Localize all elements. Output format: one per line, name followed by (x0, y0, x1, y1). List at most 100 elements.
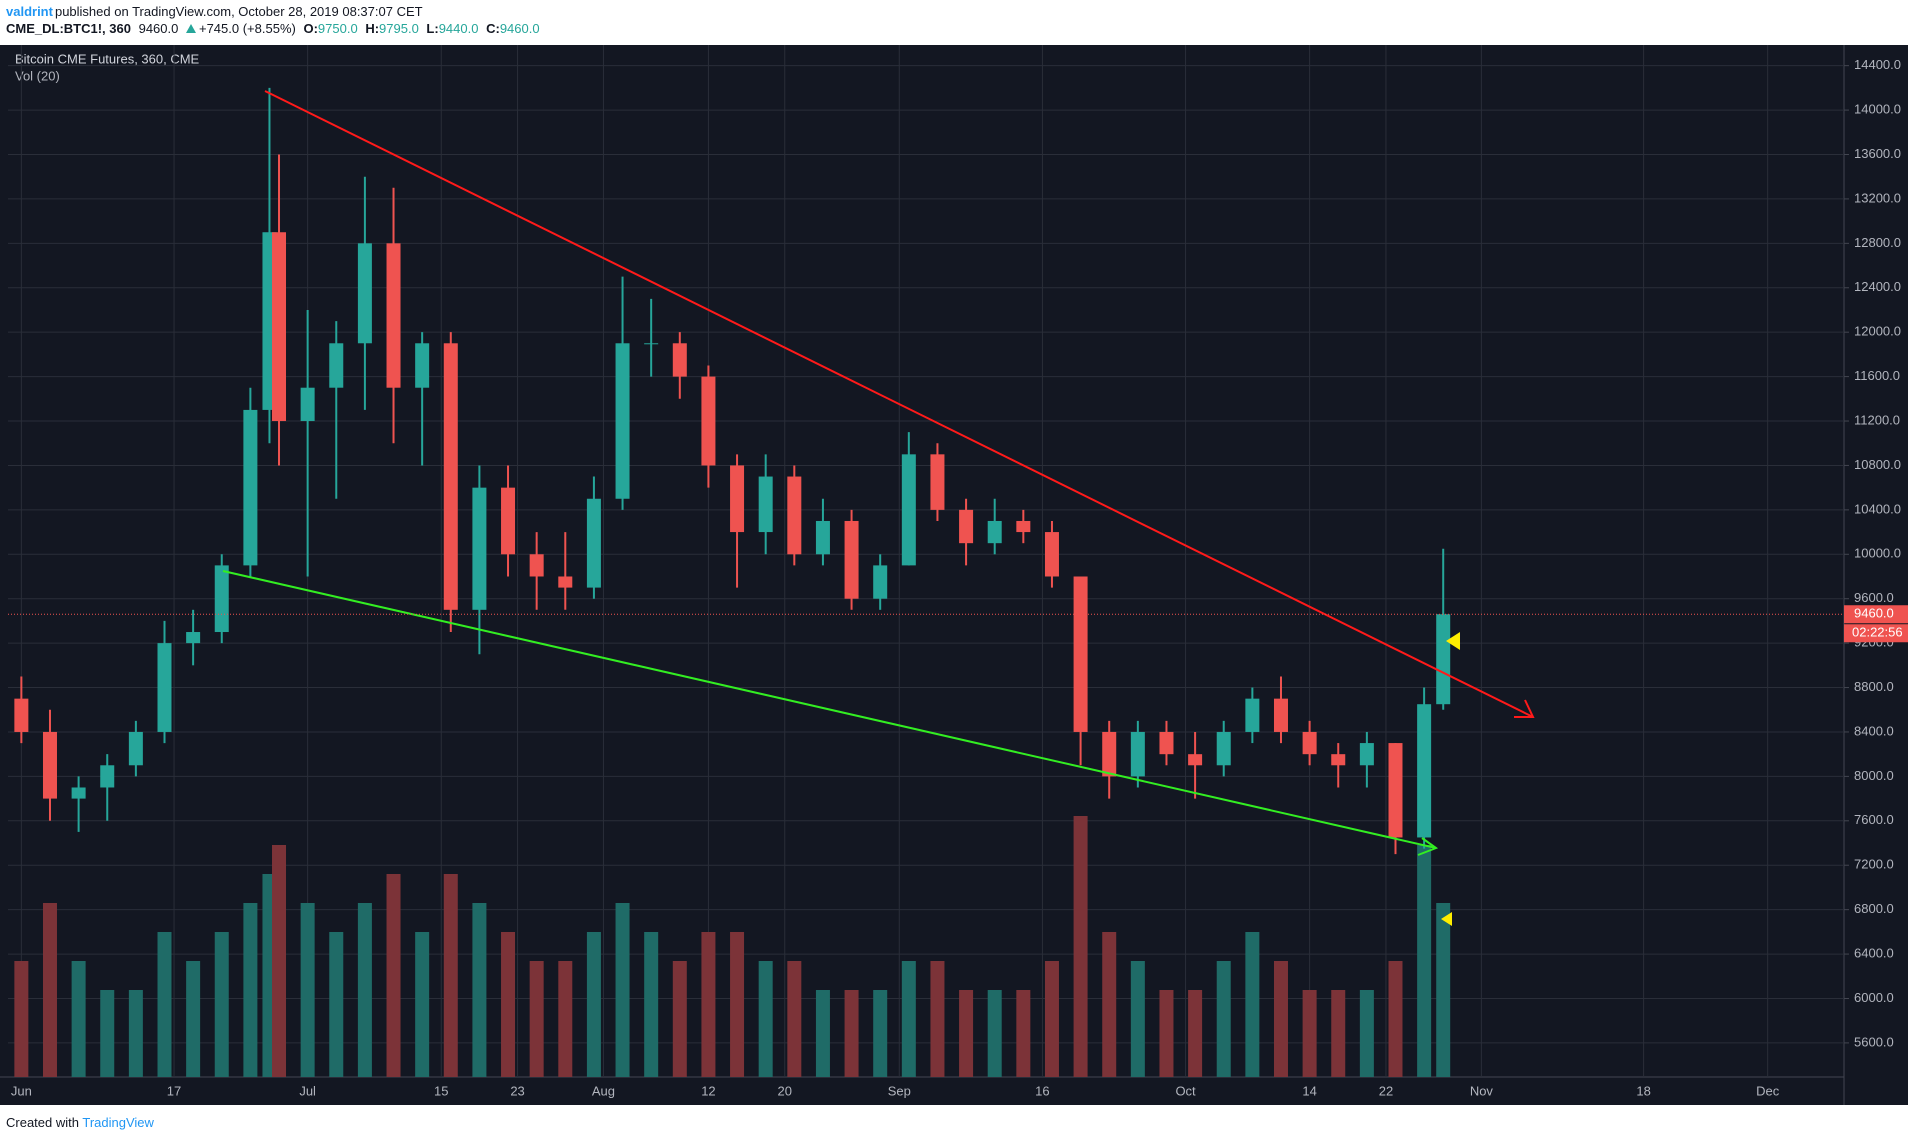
y-tick-label: 7200.0 (1854, 857, 1894, 872)
candle-body (959, 509, 974, 544)
candle-body (42, 731, 57, 799)
volume-bar (386, 874, 401, 1077)
y-tick-label: 6400.0 (1854, 946, 1894, 961)
x-tick-label: Nov (1470, 1083, 1494, 1098)
volume-bar (186, 961, 201, 1077)
y-tick-label: 13600.0 (1854, 146, 1901, 161)
volume-bar (357, 903, 372, 1077)
y-tick-label: 6800.0 (1854, 901, 1894, 916)
publish-line: valdrint published on TradingView.com, Oc… (6, 4, 427, 19)
volume-bar (300, 903, 315, 1077)
y-tick-label: 10000.0 (1854, 546, 1901, 561)
candle-body (586, 498, 601, 588)
volume-bar (701, 932, 716, 1077)
volume-bar (472, 903, 487, 1077)
y-tick-label: 11200.0 (1854, 412, 1900, 427)
volume-bar (1273, 961, 1288, 1077)
y-tick-label: 5600.0 (1854, 1034, 1894, 1049)
volume-bar (243, 903, 258, 1077)
candle-body (844, 520, 859, 599)
candle-body (930, 454, 945, 510)
candle-body (1331, 754, 1346, 766)
y-tick-label: 8000.0 (1854, 768, 1894, 783)
candle-body (1417, 704, 1432, 838)
brand[interactable]: TradingView (82, 1115, 154, 1130)
candle-body (558, 576, 573, 588)
candle-body (472, 487, 487, 610)
candle-body (1302, 731, 1317, 755)
candle-body (615, 343, 630, 499)
candle-body (987, 520, 1002, 544)
marker-triangle (1441, 912, 1452, 926)
last: 9460.0 (138, 21, 179, 36)
volume-bar (1388, 961, 1403, 1077)
volume-bar (1216, 961, 1231, 1077)
y-tick-label: 12400.0 (1854, 279, 1901, 294)
change: +745.0 (+8.55%) (198, 21, 296, 36)
candle-body (1216, 731, 1231, 766)
x-tick-label: 18 (1636, 1083, 1650, 1098)
volume-bar (844, 990, 859, 1077)
c-value: 9460.0 (499, 21, 540, 36)
chart-background (0, 45, 1908, 1105)
candle-body (443, 343, 458, 610)
y-tick-label: 14000.0 (1854, 102, 1901, 117)
volume-bar (42, 903, 57, 1077)
x-tick-label: 23 (510, 1083, 524, 1098)
ohlc-line: CME_DL:BTC1!, 360 9460.0 +745.0 (+8.55%)… (6, 21, 544, 36)
published: published on TradingView.com, October 28… (54, 4, 423, 19)
support-arrow (1417, 837, 1439, 856)
candle-body (815, 520, 830, 555)
candle-body (672, 343, 687, 377)
y-tick-label: 8800.0 (1854, 679, 1894, 694)
resistance-arrow (1514, 699, 1535, 718)
created-with: Created with (6, 1115, 79, 1130)
candle-body (1159, 731, 1174, 755)
h-label: H: (365, 21, 380, 36)
volume-bar (501, 932, 516, 1077)
y-tick-label: 13200.0 (1854, 190, 1901, 205)
volume-bar (758, 961, 773, 1077)
o-label: O: (303, 21, 318, 36)
author[interactable]: valdrint (6, 4, 53, 19)
x-tick-label: Jul (299, 1083, 316, 1098)
volume-bar (529, 961, 544, 1077)
volume-bar (329, 932, 344, 1077)
volume-bar (787, 961, 802, 1077)
x-tick-label: Dec (1756, 1083, 1780, 1098)
volume-bar (930, 961, 945, 1077)
candle-body (501, 487, 516, 555)
volume-bar (730, 932, 745, 1077)
y-tick-label: 7600.0 (1854, 812, 1894, 827)
candle-body (1130, 731, 1145, 777)
candle-body (901, 454, 916, 566)
volume-bar (214, 932, 229, 1077)
l-label: L: (426, 21, 439, 36)
volume-bar (672, 961, 687, 1077)
volume-bar (1130, 961, 1145, 1077)
volume-bar (443, 874, 458, 1077)
volume-bar (815, 990, 830, 1077)
countdown-box (1844, 624, 1908, 643)
candle-body (1273, 698, 1288, 732)
volume-bar (1331, 990, 1346, 1077)
x-tick-label: Jun (11, 1083, 32, 1098)
x-tick-label: 22 (1379, 1083, 1393, 1098)
last-price-label: 9460.0 (1854, 606, 1894, 621)
candle-body (100, 765, 115, 788)
x-tick-label: 15 (434, 1083, 448, 1098)
volume-bar (1102, 932, 1117, 1077)
candle-body (1245, 698, 1260, 732)
volume-bar (1245, 932, 1260, 1077)
candle-body (1073, 576, 1088, 732)
candle-body (128, 731, 143, 766)
c-label: C: (486, 21, 500, 36)
volume-bar (157, 932, 172, 1077)
volume-bar (128, 990, 143, 1077)
chart: Bitcoin CME Futures, 360, CME Vol (20) 5… (0, 45, 1908, 1105)
last-price-box (1844, 605, 1908, 624)
o-value: 9750.0 (317, 21, 358, 36)
countdown: 02:22:56 (1852, 625, 1903, 640)
candle-body (758, 476, 773, 533)
x-tick-label: 20 (778, 1083, 792, 1098)
